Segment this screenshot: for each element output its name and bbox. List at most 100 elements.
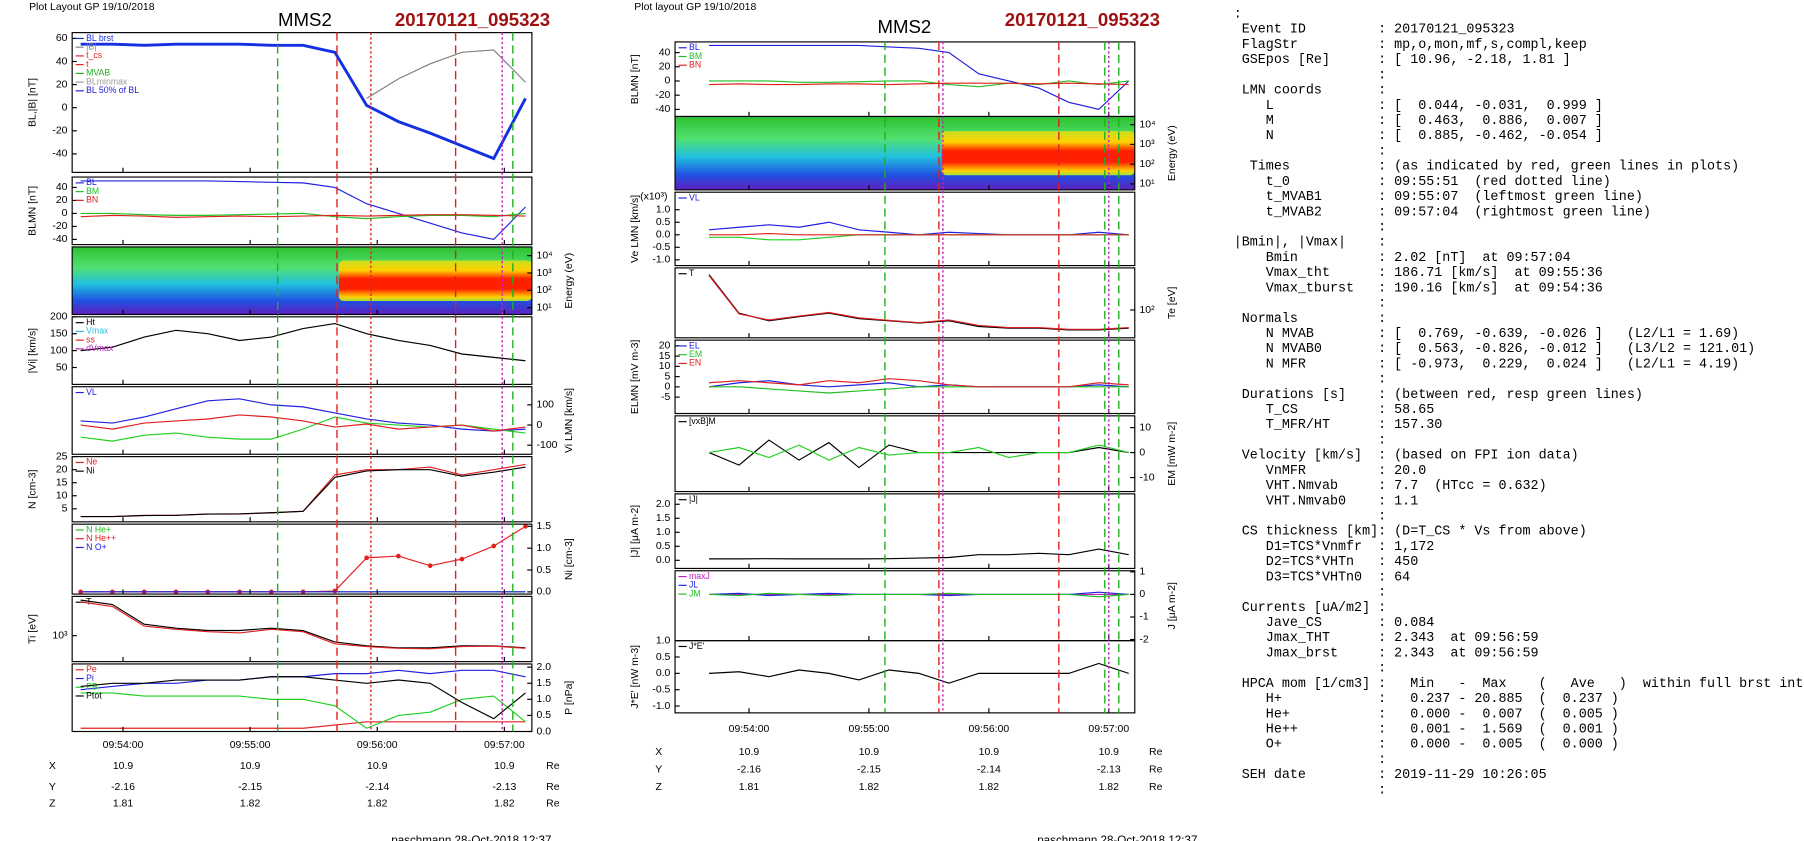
- coord-value: 10.9: [367, 761, 388, 772]
- info-line: Vmax_tht : 186.71 [km/s] at 09:55:36: [1234, 266, 1603, 281]
- legend-label: EM: [689, 349, 702, 359]
- legend-label: Ht: [86, 317, 95, 327]
- point: [396, 553, 401, 559]
- trace: [709, 234, 1129, 241]
- coord-value: -2.16: [737, 765, 761, 776]
- info-line: t_0 : 09:55:51 (red dotted line): [1234, 175, 1611, 190]
- y-tick-label: 0: [1139, 447, 1145, 458]
- coord-value: 1.82: [494, 798, 515, 809]
- coord-value: 10.9: [979, 747, 1000, 758]
- y-axis-label: EM [mW m-2]: [1167, 422, 1178, 486]
- y-tick-label: -40: [655, 104, 670, 115]
- info-line: t_MVAB1 : 09:55:07 (leftmost green line): [1234, 190, 1643, 205]
- trace: [709, 232, 1129, 236]
- coord-value: -2.13: [492, 782, 516, 793]
- legend-label: |J|: [689, 494, 698, 504]
- trace: [80, 42, 527, 161]
- legend-label: BL: [86, 177, 97, 187]
- info-line: T_MFR/HT : 157.30: [1234, 418, 1443, 433]
- legend-label: Pe: [86, 664, 97, 674]
- legend-label: Pi: [86, 673, 94, 683]
- coord-value: -2.14: [365, 782, 389, 793]
- y-tick-label: 15: [659, 351, 671, 362]
- info-line: CS thickness [km]: (D=T_CS * Vs from abo…: [1234, 525, 1587, 540]
- info-line: D3=TCS*VHTn0 : 64: [1234, 570, 1411, 585]
- x-tick-label: 09:57:00: [484, 740, 525, 751]
- y-tick-label: 0.0: [537, 587, 552, 598]
- info-line: Velocity [km/s] : (based on FPI ion data…: [1234, 449, 1579, 464]
- spectrogram-band: [338, 260, 532, 301]
- y-tick-label: 100: [537, 400, 555, 411]
- y-axis-label: Vi LMN [km/s]: [564, 388, 575, 453]
- y-tick-label: 10: [659, 361, 671, 372]
- legend-label: maxJ: [689, 571, 710, 581]
- info-line: L : [ 0.044, -0.031, 0.999 ]: [1234, 99, 1603, 114]
- y-tick-label: 0.0: [656, 230, 671, 241]
- info-line: N MFR : [ -0.973, 0.229, 0.024 ] (L2/L1 …: [1234, 357, 1739, 372]
- info-line: Normals :: [1234, 312, 1386, 327]
- info-line: :: [1234, 297, 1386, 312]
- coord-unit: Re: [1149, 782, 1163, 793]
- legend-label: VL: [689, 192, 700, 202]
- coord-label: Y: [655, 765, 662, 776]
- trace: [80, 414, 526, 432]
- y-tick-label: -20: [52, 126, 67, 137]
- panel: 10 0 -10 EM [mW m-2] [vxB]M: [674, 415, 1178, 493]
- coord-unit: Re: [1149, 747, 1163, 758]
- footer: paschmann 28-Oct-2018 12:37: [391, 834, 551, 841]
- info-line: VnMFR : 20.0: [1234, 464, 1427, 479]
- y-tick-label: 150: [50, 328, 68, 339]
- coord-label: X: [655, 747, 662, 758]
- legend-label: N He++: [86, 533, 116, 543]
- trace: [80, 601, 526, 650]
- y-axis-label: Energy (eV): [564, 253, 575, 309]
- y-tick-label: 1.5: [656, 513, 671, 524]
- legend-label: J*E': [689, 641, 705, 651]
- coord-label: Z: [656, 782, 663, 793]
- y-axis-label: Te [eV]: [1167, 286, 1178, 319]
- panel-frame: [71, 456, 533, 523]
- legend-label: BN: [86, 195, 98, 205]
- y-tick-label: 0: [62, 208, 68, 219]
- trace: [80, 180, 526, 241]
- spacecraft: MMS2: [278, 9, 332, 30]
- coord-value: 1.81: [739, 782, 760, 793]
- panel-frame: [674, 41, 1136, 118]
- legend-label: Ni: [86, 465, 94, 475]
- y-tick-label: 40: [56, 182, 68, 193]
- y-tick-label: 10³: [52, 630, 68, 641]
- legend-label: MVAB: [86, 68, 110, 78]
- panel-frame: [674, 570, 1136, 642]
- y-tick-label: 0.5: [656, 217, 671, 228]
- x-tick-label: 09:55:00: [849, 724, 890, 735]
- y-tick-label: 10³: [1139, 139, 1155, 150]
- coord-value: 1.82: [979, 782, 1000, 793]
- legend-label: Ptot: [86, 690, 102, 700]
- legend-label: N He+: [86, 524, 111, 534]
- trace: [708, 275, 1129, 330]
- axis-note: (x10³): [640, 192, 667, 203]
- y-tick-label: 10²: [1139, 159, 1155, 170]
- info-line: :: [1234, 433, 1386, 448]
- info-line: :: [1234, 373, 1386, 388]
- info-line: LMN coords :: [1234, 84, 1386, 99]
- legend-label: BM: [689, 51, 702, 61]
- y-tick-label: 0.5: [537, 710, 552, 721]
- info-line: :: [1234, 144, 1386, 159]
- panel-frame: [71, 176, 533, 246]
- coord-value: 10.9: [859, 747, 880, 758]
- legend-label: Ne: [86, 457, 97, 467]
- y-tick-label: 20: [56, 464, 68, 475]
- y-tick-label: 2.0: [537, 662, 552, 673]
- y-tick-label: 10: [1139, 422, 1151, 433]
- y-axis-label: ELMN [mV m-3]: [630, 339, 641, 414]
- trace: [709, 82, 1129, 86]
- panel-frame: [674, 640, 1136, 714]
- y-tick-label: 0.0: [537, 726, 552, 737]
- coord-value: -2.15: [238, 782, 262, 793]
- trace: [709, 386, 1129, 394]
